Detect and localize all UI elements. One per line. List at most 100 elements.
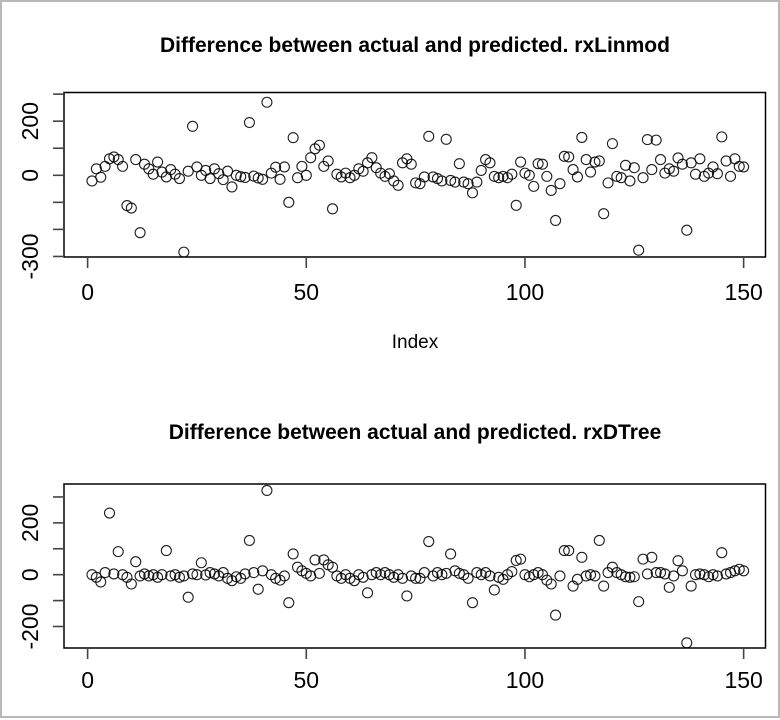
data-point bbox=[130, 556, 142, 568]
data-point bbox=[309, 554, 321, 566]
x-axis-tick-label: 0 bbox=[81, 279, 94, 305]
data-point bbox=[436, 569, 448, 581]
data-point bbox=[628, 571, 640, 583]
data-point bbox=[453, 158, 465, 170]
data-point bbox=[274, 173, 286, 185]
data-point bbox=[716, 547, 728, 559]
y-axis-tick-label: -300 bbox=[17, 233, 43, 279]
data-point bbox=[217, 567, 229, 579]
data-point bbox=[112, 546, 124, 558]
data-point bbox=[195, 557, 207, 569]
data-point bbox=[676, 565, 688, 577]
data-point bbox=[296, 160, 308, 172]
data-point bbox=[729, 565, 741, 577]
data-point bbox=[563, 151, 575, 163]
data-point bbox=[571, 171, 583, 183]
data-point bbox=[637, 553, 649, 565]
data-point bbox=[598, 208, 610, 220]
data-point bbox=[423, 535, 435, 548]
data-point bbox=[585, 166, 597, 178]
data-point bbox=[707, 569, 719, 581]
data-point bbox=[165, 570, 177, 582]
data-point bbox=[252, 583, 264, 595]
y-axis-tick-label: 200 bbox=[17, 102, 43, 140]
x-axis-tick-label: 50 bbox=[293, 279, 319, 305]
data-point bbox=[641, 568, 653, 580]
data-point bbox=[274, 574, 286, 586]
y-axis-tick-label: 200 bbox=[17, 504, 43, 542]
data-point bbox=[654, 154, 667, 166]
data-point bbox=[567, 164, 579, 176]
data-point bbox=[606, 138, 618, 150]
data-point bbox=[659, 568, 671, 580]
data-point bbox=[545, 578, 557, 590]
data-point bbox=[563, 545, 575, 557]
data-point bbox=[423, 130, 435, 142]
y-axis-tick-label: 0 bbox=[17, 169, 43, 182]
data-point bbox=[493, 172, 505, 184]
data-point bbox=[550, 214, 562, 227]
data-point bbox=[738, 565, 750, 577]
data-point bbox=[248, 567, 260, 579]
data-point bbox=[173, 172, 186, 185]
data-point bbox=[506, 168, 518, 180]
data-point bbox=[173, 571, 186, 583]
data-point bbox=[628, 162, 640, 174]
data-point bbox=[466, 187, 479, 199]
data-point bbox=[654, 567, 667, 579]
data-point bbox=[462, 178, 474, 190]
data-point bbox=[204, 172, 216, 185]
data-point bbox=[593, 534, 605, 547]
x-axis-tick-label: 150 bbox=[724, 279, 762, 305]
x-axis-tick-label: 0 bbox=[81, 667, 94, 693]
data-point bbox=[125, 202, 137, 214]
data-point bbox=[226, 181, 238, 193]
data-point bbox=[624, 571, 636, 583]
data-point bbox=[650, 134, 662, 146]
data-point bbox=[510, 554, 522, 566]
x-axis-label-index: Index bbox=[391, 332, 439, 353]
data-point bbox=[668, 570, 680, 582]
data-point bbox=[300, 169, 312, 181]
data-point bbox=[449, 176, 461, 188]
data-point bbox=[117, 160, 129, 172]
data-point bbox=[554, 570, 566, 582]
data-point bbox=[646, 551, 658, 563]
data-point bbox=[462, 572, 474, 584]
data-point bbox=[108, 568, 120, 580]
x-axis-tick-label: 50 bbox=[293, 667, 319, 693]
data-point bbox=[366, 152, 378, 164]
data-point bbox=[497, 170, 509, 182]
data-point bbox=[191, 569, 203, 581]
x-axis-tick-label: 100 bbox=[506, 667, 544, 693]
data-point bbox=[694, 153, 706, 165]
data-point bbox=[396, 572, 409, 584]
data-point bbox=[659, 167, 671, 179]
data-point bbox=[235, 572, 247, 584]
data-point bbox=[445, 548, 457, 560]
data-point bbox=[611, 170, 623, 182]
data-point bbox=[541, 170, 553, 182]
data-point bbox=[147, 168, 159, 180]
data-point bbox=[633, 244, 645, 256]
data-point bbox=[230, 169, 242, 181]
data-point bbox=[685, 580, 697, 592]
data-point bbox=[453, 567, 465, 579]
data-point bbox=[436, 175, 448, 187]
data-point bbox=[558, 150, 570, 162]
data-point bbox=[392, 179, 404, 191]
data-point bbox=[536, 158, 549, 170]
data-point bbox=[261, 484, 273, 497]
data-point bbox=[405, 158, 417, 170]
x-axis-tick-label: 100 bbox=[506, 279, 544, 305]
data-point bbox=[309, 143, 321, 155]
data-point bbox=[580, 570, 592, 582]
y-axis-tick-label: 0 bbox=[17, 568, 43, 581]
data-point bbox=[624, 175, 636, 187]
data-point bbox=[169, 168, 181, 180]
data-point bbox=[593, 155, 605, 167]
data-point bbox=[602, 177, 614, 189]
data-point bbox=[278, 161, 290, 173]
data-point bbox=[633, 596, 645, 608]
data-point bbox=[689, 168, 702, 180]
